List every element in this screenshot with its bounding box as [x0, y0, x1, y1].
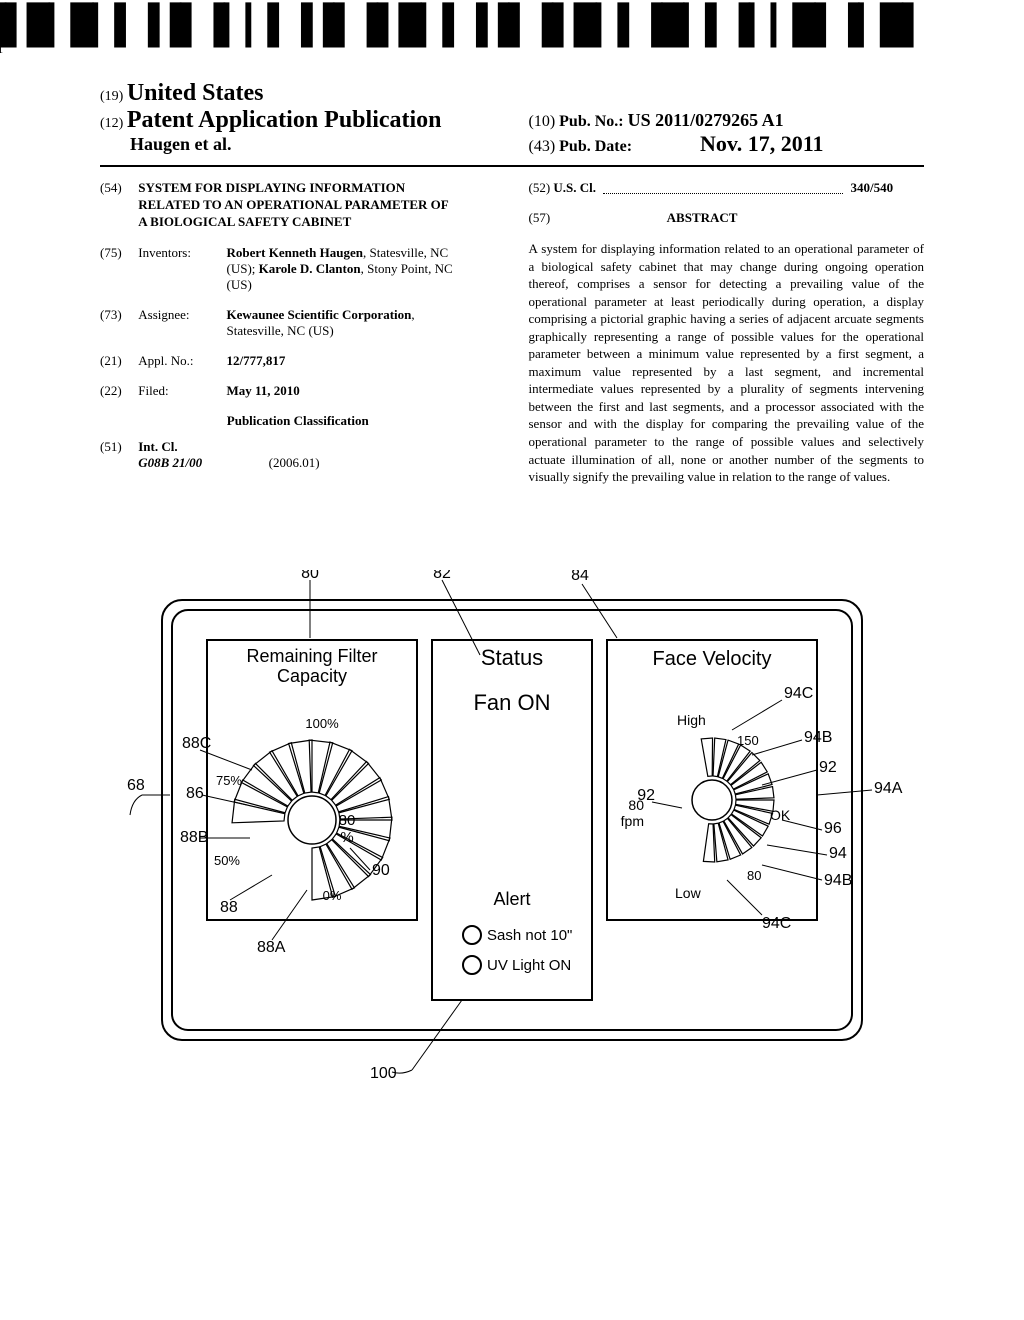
- ref-88b: 88B: [180, 829, 208, 846]
- intcl-year: (2006.01): [269, 455, 320, 470]
- panel3-title: Face Velocity: [653, 648, 772, 670]
- pub-no-label: Pub. No.:: [559, 113, 623, 130]
- country-code: (19): [100, 89, 123, 104]
- p1-50: 50%: [214, 853, 240, 868]
- ref-88c: 88C: [182, 735, 211, 752]
- p3-high: High: [677, 712, 706, 728]
- panel2-alert: Alert: [493, 889, 530, 909]
- title-code: (54): [100, 180, 135, 196]
- ref-94: 94: [829, 845, 847, 862]
- ref-94a: 94A: [874, 780, 903, 797]
- document-header: (19) United States (12) Patent Applicati…: [100, 80, 924, 157]
- ref-88: 88: [220, 899, 238, 916]
- p1-0: 0%: [323, 888, 342, 903]
- panel1-title-line1: Remaining Filter: [246, 646, 377, 666]
- uscl-value: 340/540: [851, 180, 894, 195]
- ref-96: 96: [824, 820, 842, 837]
- assignee-code: (73): [100, 307, 135, 323]
- header-divider: [100, 165, 924, 167]
- uscl-code: (52): [528, 180, 550, 195]
- p3-fpm: fpm: [621, 813, 644, 829]
- pub-no-code: (10): [528, 113, 555, 130]
- pub-type-code: (12): [100, 116, 123, 131]
- ref-94b-bot: 94B: [824, 872, 852, 889]
- panel2-alert1: Sash not 10": [487, 927, 572, 944]
- ref-88a: 88A: [257, 939, 286, 956]
- p1-center-80: 80: [339, 812, 356, 829]
- ref-68: 68: [127, 777, 145, 794]
- filed-label: Filed:: [138, 383, 223, 399]
- filed-value: May 11, 2010: [227, 383, 457, 399]
- ref-92: 92: [819, 759, 837, 776]
- bibliographic-data: (54) SYSTEM FOR DISPLAYING INFORMATION R…: [100, 180, 924, 486]
- p3-150: 150: [737, 733, 759, 748]
- uscl-label: U.S. Cl.: [553, 180, 596, 195]
- ref-94c-bot: 94C: [762, 915, 791, 932]
- ref-92b: 92: [637, 787, 655, 804]
- assignee-label: Assignee:: [138, 307, 223, 323]
- pub-class-heading: Publication Classification: [100, 413, 496, 429]
- pub-date: Nov. 17, 2011: [700, 131, 823, 156]
- p3-low: Low: [675, 885, 702, 901]
- abstract-heading: ABSTRACT: [667, 210, 738, 225]
- pub-date-code: (43): [528, 138, 555, 155]
- pub-no: US 2011/0279265 A1: [628, 110, 784, 130]
- pub-date-label: Pub. Date:: [559, 138, 632, 155]
- appl-label: Appl. No.:: [138, 353, 223, 369]
- inventors-value: Robert Kenneth Haugen, Statesville, NC (…: [227, 245, 457, 293]
- panel1-title-line2: Capacity: [277, 666, 347, 686]
- inventors-label: Inventors:: [138, 245, 223, 261]
- ref-80: 80: [301, 570, 319, 582]
- pub-type: Patent Application Publication: [127, 107, 442, 133]
- ref-84: 84: [571, 570, 589, 584]
- assignee-value: Kewaunee Scientific Corporation, Statesv…: [227, 307, 457, 339]
- p3-ok: OK: [770, 807, 791, 823]
- inventors-code: (75): [100, 245, 135, 261]
- intcl-value: G08B 21/00: [138, 455, 202, 470]
- invention-title: SYSTEM FOR DISPLAYING INFORMATION RELATE…: [138, 180, 448, 231]
- p1-center-pct: %: [340, 829, 353, 846]
- appl-code: (21): [100, 353, 135, 369]
- barcode-graphic: ▌▎▎█▌▐▌▐▎▎▐▌▐█▐▎▎▌▐▐▌▐▌█▎▌▐▎█▌▐█▐▎▎▐▌▐▌▐…: [0, 10, 924, 40]
- authors: Haugen et al.: [100, 134, 496, 155]
- abstract-code: (57): [528, 210, 550, 225]
- p1-75: 75%: [216, 773, 242, 788]
- patent-figure: Remaining Filter Capacity 100% 75% 50% 0…: [120, 570, 904, 1080]
- p3-80: 80: [747, 868, 761, 883]
- panel2-sub: Fan ON: [473, 690, 550, 715]
- ref-100: 100: [370, 1065, 397, 1080]
- ref-94c-top: 94C: [784, 685, 813, 702]
- appl-value: 12/777,817: [227, 353, 457, 369]
- panel2-alert2: UV Light ON: [487, 957, 571, 974]
- ref-94b-top: 94B: [804, 729, 832, 746]
- country-name: United States: [127, 80, 264, 106]
- intcl-label: Int. Cl.: [138, 439, 177, 454]
- ref-86: 86: [186, 785, 204, 802]
- filed-code: (22): [100, 383, 135, 399]
- abstract-text: A system for displaying information rela…: [528, 240, 924, 486]
- barcode-region: ▌▎▎█▌▐▌▐▎▎▐▌▐█▐▎▎▌▐▐▌▐▌█▎▌▐▎█▌▐█▐▎▎▐▌▐▌▐…: [0, 10, 924, 57]
- intcl-code: (51): [100, 439, 135, 455]
- p1-100: 100%: [305, 716, 339, 731]
- ref-82: 82: [433, 570, 451, 582]
- ref-90: 90: [372, 862, 390, 879]
- panel2-title: Status: [481, 645, 543, 670]
